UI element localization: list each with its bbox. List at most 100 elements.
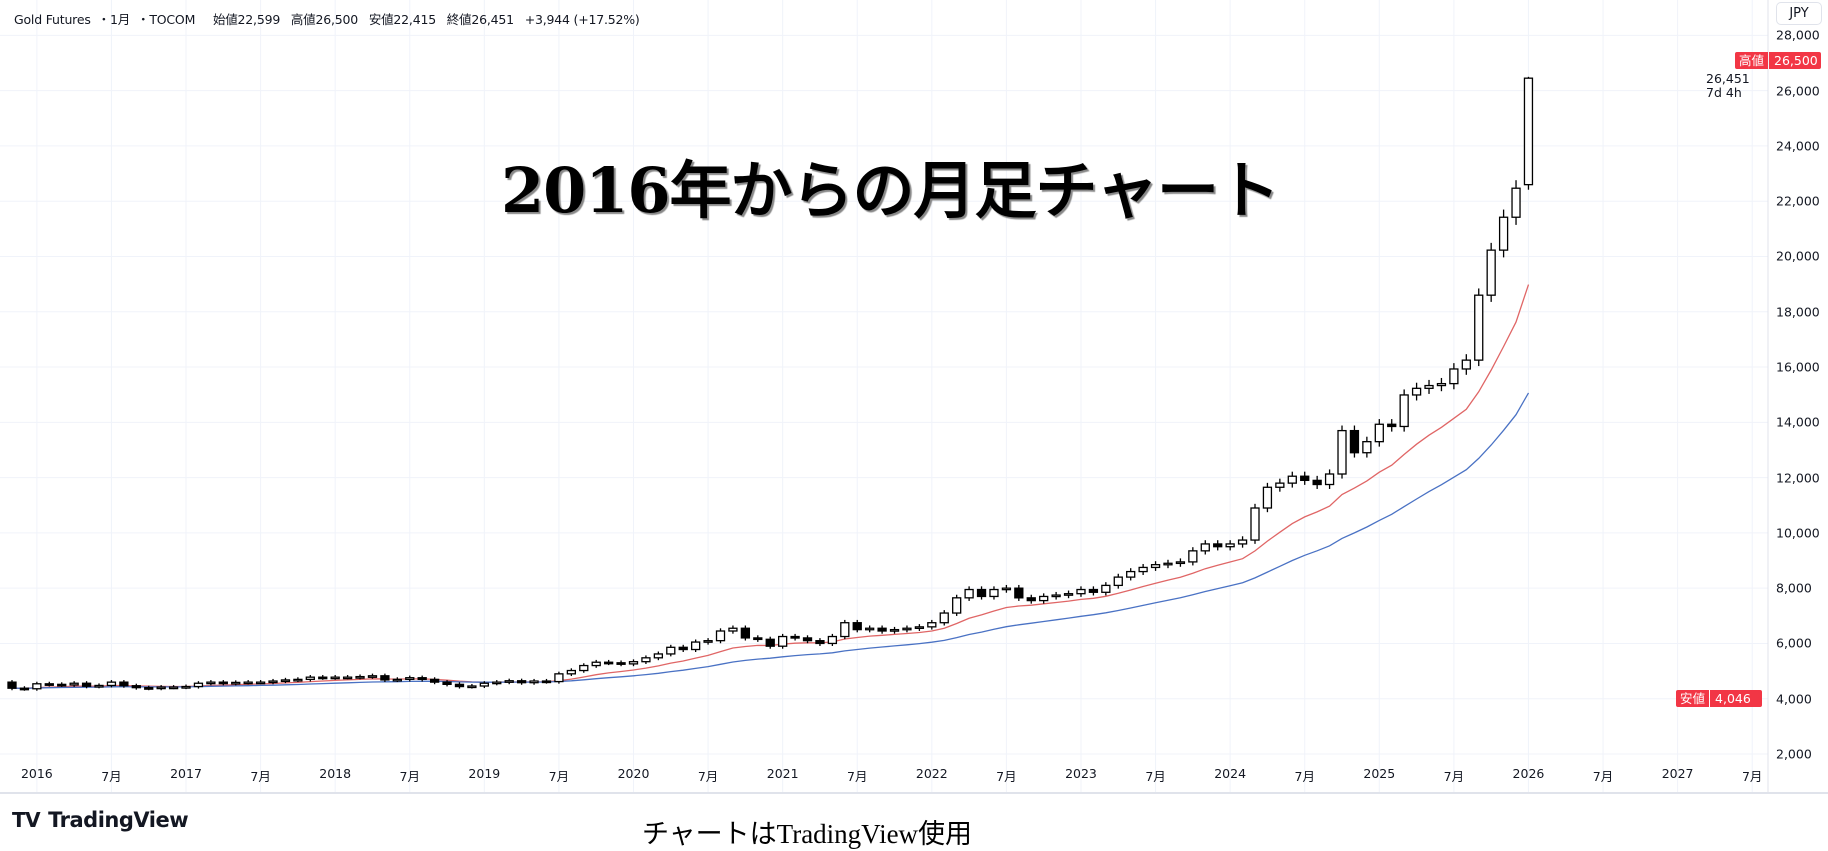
candle-body-down [1312,479,1322,486]
candle [255,680,266,685]
candle-body-up [106,681,117,687]
candle [1088,586,1099,596]
time-tick-label: 2016 [20,766,53,781]
candle [1051,591,1061,600]
time-tick-label: 7月 [101,769,122,784]
time-tick-label: 7月 [1294,769,1315,784]
candle-body-up [1188,550,1198,563]
candle-body-up [554,673,564,683]
candle-body-down [44,683,54,686]
candle [1399,389,1409,432]
candle-body-down [976,588,987,598]
candle [989,586,999,600]
candle-body-up [628,661,639,665]
candle [1349,425,1360,458]
price-tick-label: 16,000 [1776,359,1820,375]
candle-body-up [653,653,664,659]
candle [691,639,701,652]
candle [32,681,42,691]
candle [1511,180,1521,225]
candle-body-down [1014,587,1024,599]
candle [1523,76,1534,190]
candle [168,685,179,690]
symbol-name[interactable]: Gold Futures ・1月 ・TOCOM [14,12,196,27]
candles [7,76,1534,691]
candle [1026,594,1036,604]
candle [342,675,353,680]
candle [790,633,800,641]
candle-body-up [827,635,838,645]
candle [865,625,875,633]
candle-body-down [380,675,390,681]
candle-body-down [417,677,427,681]
candle-body-up [1287,475,1297,484]
candle-body-up [330,676,340,680]
candle [442,680,452,687]
candle-body-down [1026,597,1036,602]
candle [1411,382,1422,401]
candle [1424,379,1434,394]
time-tick-label: 2021 [766,766,799,781]
candle [641,655,651,665]
candle [218,680,228,686]
candle [1200,540,1210,555]
candle [666,644,676,657]
candle [728,625,738,634]
candle [467,683,477,689]
price-tick-label: 20,000 [1776,248,1820,264]
candle-body-up [840,622,850,638]
price-tick-label: 12,000 [1776,470,1820,486]
candle-body-up [1237,539,1248,545]
logo-text: TradingView [48,808,189,832]
candle [392,677,402,683]
currency-button[interactable]: JPY [1776,2,1822,25]
candle [44,681,54,687]
candle-body-up [1498,216,1509,251]
time-tick-label: 7月 [1741,769,1763,784]
candle-body-down [541,680,552,684]
candle-body-up [243,681,253,685]
candle [1324,469,1335,489]
candle-body-down [131,685,141,689]
candle [94,683,104,689]
ohlc-change: +3,944 (+17.52%) [524,12,640,27]
tradingview-logo[interactable]: 𝗧𝗩 TradingView [12,808,189,832]
candle [827,633,838,646]
candle [7,680,17,691]
candle-body-up [1374,423,1384,443]
candle-body-down [442,681,452,685]
candle [305,675,315,682]
candle-body-down [1349,429,1360,454]
candle-body-up [1175,561,1186,565]
candle [1001,584,1012,593]
candle-body-down [119,681,129,687]
candle [889,626,900,634]
candle-body-down [318,676,328,680]
time-tick-label: 7月 [1443,769,1465,784]
candle [529,678,539,685]
time-tick-label: 7月 [1145,769,1166,784]
candle-body-up [1424,384,1434,389]
candle [579,663,589,673]
candle [1076,586,1086,597]
candle [492,680,502,686]
candle-body-up [504,680,514,683]
candle-body-up [529,680,539,684]
time-tick-label: 7月 [548,769,570,784]
candle-body-up [1101,584,1111,593]
candle-body-down [753,637,763,641]
candle-body-down [144,687,154,690]
candle-body-up [939,612,949,624]
candle-body-up [1039,595,1049,602]
candle-body-up [1474,294,1484,361]
time-tick-label: 2027 [1661,766,1694,781]
price-tick-label: 10,000 [1776,525,1820,541]
candle [740,625,751,641]
candle-body-up [641,657,651,663]
candle [1175,558,1186,567]
candle [1498,209,1509,258]
candle [1486,242,1496,302]
candle [1374,419,1384,447]
candle [1039,593,1049,604]
